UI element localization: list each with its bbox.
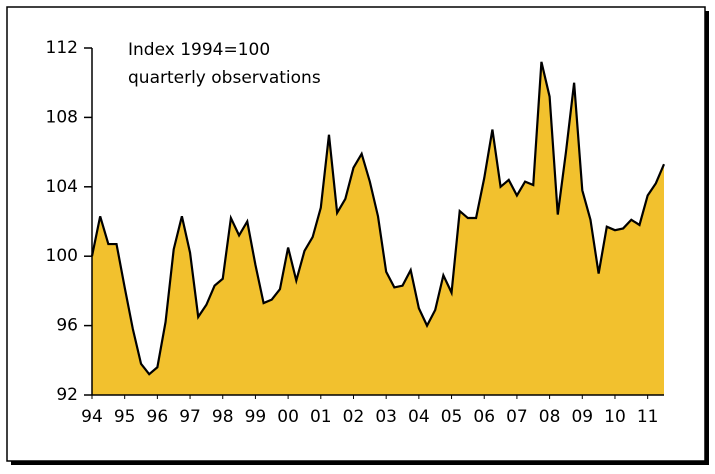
y-tick-label: 104 [46,177,78,197]
y-tick-label: 108 [46,107,78,127]
x-tick-label: 98 [212,407,234,427]
x-tick-label: 07 [506,407,528,427]
x-tick-label: 05 [441,407,463,427]
area-fill [92,61,664,395]
x-tick-label: 03 [375,407,397,427]
x-tick-label: 11 [637,407,659,427]
x-tick-label: 02 [343,407,365,427]
annotation: quarterly observations [128,68,321,88]
x-tick-label: 08 [539,407,561,427]
y-tick-label: 96 [56,316,78,336]
x-tick-label: 01 [310,407,332,427]
y-tick-label: 112 [46,38,78,58]
plot-area: 92 96 100 104 108 112 94 95 96 97 98 99 00 01 02 03 04 05… [46,38,666,427]
x-tick-label: 96 [147,407,169,427]
x-tick-label: 04 [408,407,430,427]
y-tick-label: 92 [56,385,78,405]
area-line [90,61,666,376]
x-tick-label: 94 [81,407,103,427]
x-tick-label: 00 [277,407,299,427]
x-tick-label: 10 [604,407,626,427]
x-tick-label: 99 [245,407,267,427]
y-tick-label: 100 [46,246,78,266]
x-tick-label: 97 [179,407,201,427]
x-tick-label: 09 [571,407,593,427]
annotation: Index 1994=100 [128,40,270,60]
x-tick-label: 06 [473,407,495,427]
x-tick-label: 95 [114,407,136,427]
